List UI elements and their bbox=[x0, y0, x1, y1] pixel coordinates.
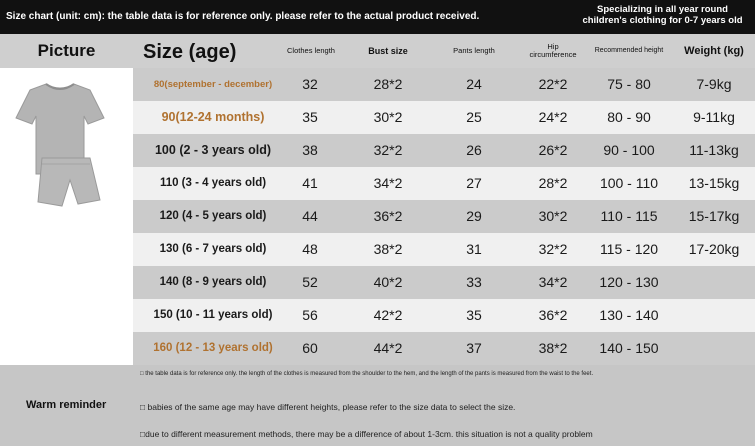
header-recommended-height: Recommended height bbox=[594, 47, 664, 54]
bust-size-cell: 36*2 bbox=[373, 208, 403, 224]
weight-cell: 13-15kg bbox=[688, 175, 740, 191]
hip-cell: 34*2 bbox=[538, 274, 568, 290]
gray-tshirt-and-shorts-set-image bbox=[15, 83, 105, 207]
pants-length-cell: 35 bbox=[466, 307, 482, 323]
product-picture-cell bbox=[0, 68, 133, 365]
clothes-length-cell: 35 bbox=[302, 109, 318, 125]
specialty-text: Specializing in all year round children'… bbox=[580, 4, 745, 26]
height-cell: 100 - 110 bbox=[599, 175, 659, 191]
size-cell: 150 (10 - 11 years old) bbox=[153, 309, 273, 321]
clothes-length-cell: 60 bbox=[302, 340, 318, 356]
table-row-110: 110 (3 - 4 years old) 41 34*2 27 28*2 10… bbox=[133, 167, 755, 200]
clothes-length-cell: 56 bbox=[302, 307, 318, 323]
height-cell: 115 - 120 bbox=[599, 241, 659, 257]
header-size: Size (age) bbox=[143, 41, 237, 63]
size-cell: 130 (6 - 7 years old) bbox=[159, 243, 267, 255]
size-cell: 90(12-24 months) bbox=[161, 110, 265, 124]
height-cell: 110 - 115 bbox=[600, 208, 658, 224]
table-row-160: 160 (12 - 13 years old) 60 44*2 37 38*2 … bbox=[133, 332, 755, 365]
clothes-length-cell: 48 bbox=[302, 241, 318, 257]
size-cell: 120 (4 - 5 years old) bbox=[159, 210, 267, 222]
table-row-80: 80(september - december) 32 28*2 24 22*2… bbox=[133, 68, 755, 101]
specialty-line-1: Specializing in all year round bbox=[597, 4, 728, 15]
height-cell: 140 - 150 bbox=[599, 340, 659, 356]
bust-size-cell: 34*2 bbox=[373, 175, 403, 191]
weight-cell bbox=[675, 299, 753, 332]
pants-length-cell: 33 bbox=[466, 274, 482, 290]
table-row-90: 90(12-24 months) 35 30*2 25 24*2 80 - 90… bbox=[133, 101, 755, 134]
pants-length-cell: 25 bbox=[466, 109, 482, 125]
size-cell: 110 (3 - 4 years old) bbox=[159, 177, 267, 189]
table-row-100: 100 (2 - 3 years old) 38 32*2 26 26*2 90… bbox=[133, 134, 755, 167]
pants-length-cell: 26 bbox=[466, 142, 482, 158]
shorts-shape bbox=[37, 157, 101, 207]
pants-length-cell: 31 bbox=[466, 241, 482, 257]
height-cell: 75 - 80 bbox=[607, 76, 651, 92]
hip-cell: 24*2 bbox=[538, 109, 568, 125]
hip-cell: 26*2 bbox=[538, 142, 568, 158]
reminder-note-1: □ the table data is for reference only. … bbox=[140, 371, 594, 377]
bust-size-cell: 30*2 bbox=[373, 109, 403, 125]
height-cell: 130 - 140 bbox=[599, 307, 659, 323]
header-pants-length: Pants length bbox=[453, 46, 495, 55]
bust-size-cell: 28*2 bbox=[373, 76, 403, 92]
header-hip-circumference: Hip circumference bbox=[517, 34, 589, 68]
bust-size-cell: 32*2 bbox=[373, 142, 403, 158]
clothes-length-cell: 41 bbox=[302, 175, 318, 191]
pants-length-cell: 29 bbox=[466, 208, 482, 224]
weight-cell bbox=[675, 332, 753, 365]
size-cell: 160 (12 - 13 years old) bbox=[153, 342, 273, 354]
hip-cell: 28*2 bbox=[538, 175, 568, 191]
hip-cell: 22*2 bbox=[538, 76, 568, 92]
clothes-length-cell: 44 bbox=[302, 208, 318, 224]
height-cell: 120 - 130 bbox=[599, 274, 659, 290]
clothes-length-cell: 32 bbox=[302, 76, 318, 92]
weight-cell bbox=[675, 266, 753, 299]
table-row-120: 120 (4 - 5 years old) 44 36*2 29 30*2 11… bbox=[133, 200, 755, 233]
bust-size-cell: 38*2 bbox=[373, 241, 403, 257]
hip-cell: 30*2 bbox=[538, 208, 568, 224]
weight-cell: 17-20kg bbox=[688, 241, 740, 257]
specialty-line-2: children's clothing for 0-7 years old bbox=[582, 15, 743, 26]
tshirt-collar bbox=[45, 83, 75, 90]
size-cell: 140 (8 - 9 years old) bbox=[159, 276, 267, 288]
weight-cell: 7-9kg bbox=[696, 76, 732, 92]
reminder-note-3: □due to different measurement methods, t… bbox=[140, 429, 593, 439]
header-clothes-length: Clothes length bbox=[287, 46, 335, 55]
clothes-length-cell: 38 bbox=[302, 142, 318, 158]
header-hip-line-2: circumference bbox=[529, 50, 577, 59]
warm-reminder-label: Warm reminder bbox=[26, 399, 107, 411]
table-row-140: 140 (8 - 9 years old) 52 40*2 33 34*2 12… bbox=[133, 266, 755, 299]
hip-cell: 38*2 bbox=[538, 340, 568, 356]
header-hip-line-1: Hip bbox=[547, 42, 559, 51]
height-cell: 80 - 90 bbox=[607, 109, 651, 125]
hip-cell: 32*2 bbox=[538, 241, 568, 257]
bust-size-cell: 42*2 bbox=[373, 307, 403, 323]
bust-size-cell: 44*2 bbox=[373, 340, 403, 356]
bust-size-cell: 40*2 bbox=[373, 274, 403, 290]
top-bar: Size chart (unit: cm): the table data is… bbox=[0, 0, 755, 34]
pants-length-cell: 27 bbox=[466, 175, 482, 191]
size-chart-note: Size chart (unit: cm): the table data is… bbox=[6, 11, 480, 22]
header-weight: Weight (kg) bbox=[684, 45, 744, 57]
size-cell: 80(september - december) bbox=[153, 79, 273, 90]
pants-length-cell: 37 bbox=[466, 340, 482, 356]
reminder-note-2: □ babies of the same age may have differ… bbox=[140, 402, 516, 412]
weight-cell: 9-11kg bbox=[693, 109, 735, 125]
height-cell: 90 - 100 bbox=[603, 142, 655, 158]
size-cell: 100 (2 - 3 years old) bbox=[154, 143, 272, 157]
header-picture: Picture bbox=[37, 41, 96, 60]
header-bust-size: Bust size bbox=[368, 46, 408, 56]
weight-cell: 15-17kg bbox=[688, 208, 740, 224]
table-header: Picture Size (age) Clothes length Bust s… bbox=[0, 34, 755, 68]
table-row-150: 150 (10 - 11 years old) 56 42*2 35 36*2 … bbox=[133, 299, 755, 332]
clothes-length-cell: 52 bbox=[302, 274, 318, 290]
hip-cell: 36*2 bbox=[538, 307, 568, 323]
warm-reminder-section: Warm reminder □ the table data is for re… bbox=[0, 365, 755, 446]
table-row-130: 130 (6 - 7 years old) 48 38*2 31 32*2 11… bbox=[133, 233, 755, 266]
pants-length-cell: 24 bbox=[466, 76, 482, 92]
weight-cell: 11-13kg bbox=[689, 142, 739, 158]
